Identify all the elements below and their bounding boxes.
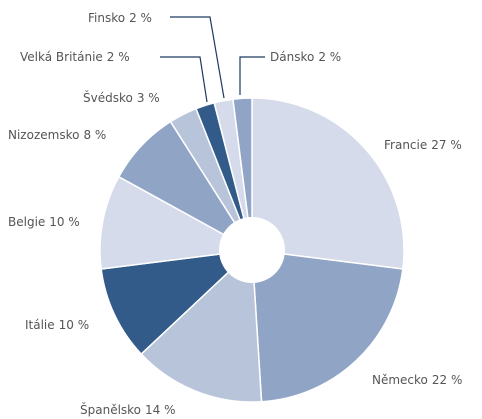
category-name: Španělsko <box>80 402 141 417</box>
value-label: 3 % <box>137 91 160 105</box>
slice-label: Francie 27 % <box>384 138 462 152</box>
category-name: Německo <box>372 373 428 387</box>
value-label: 10 % <box>49 215 80 229</box>
value-label: 22 % <box>432 373 463 387</box>
leader-line <box>239 56 265 95</box>
value-label: 27 % <box>431 138 462 152</box>
category-name: Nizozemsko <box>8 128 79 142</box>
slice-label: Dánsko 2 % <box>270 50 341 64</box>
pie-slice <box>251 97 405 270</box>
slice-label: Itálie 10 % <box>25 318 89 332</box>
pie-slice <box>140 248 263 403</box>
category-name: Finsko <box>88 11 125 25</box>
leader-line <box>170 16 225 99</box>
leader-line <box>160 56 208 103</box>
donut-hole <box>219 217 285 283</box>
slice-label: Španělsko 14 % <box>80 402 176 417</box>
slice-label: Švédsko 3 % <box>83 90 160 105</box>
slice-label: Belgie 10 % <box>8 215 80 229</box>
value-label: 2 % <box>318 50 341 64</box>
slice-label: Německo 22 % <box>372 373 462 387</box>
slice-label: Velká Británie 2 % <box>20 50 130 64</box>
pie-slice <box>232 97 253 251</box>
value-label: 14 % <box>145 403 176 417</box>
value-label: 10 % <box>59 318 90 332</box>
category-name: Francie <box>384 138 427 152</box>
slice-label: Finsko 2 % <box>88 11 152 25</box>
category-name: Belgie <box>8 215 45 229</box>
slice-label: Nizozemsko 8 % <box>8 128 106 142</box>
category-name: Itálie <box>25 318 55 332</box>
value-label: 8 % <box>83 128 106 142</box>
pie-slice <box>251 249 404 403</box>
value-label: 2 % <box>107 50 130 64</box>
pie-slice <box>100 248 255 356</box>
category-name: Velká Británie <box>20 50 103 64</box>
pie-slice <box>99 175 255 270</box>
category-name: Dánsko <box>270 50 314 64</box>
value-label: 2 % <box>129 11 152 25</box>
category-name: Švédsko <box>83 90 133 105</box>
